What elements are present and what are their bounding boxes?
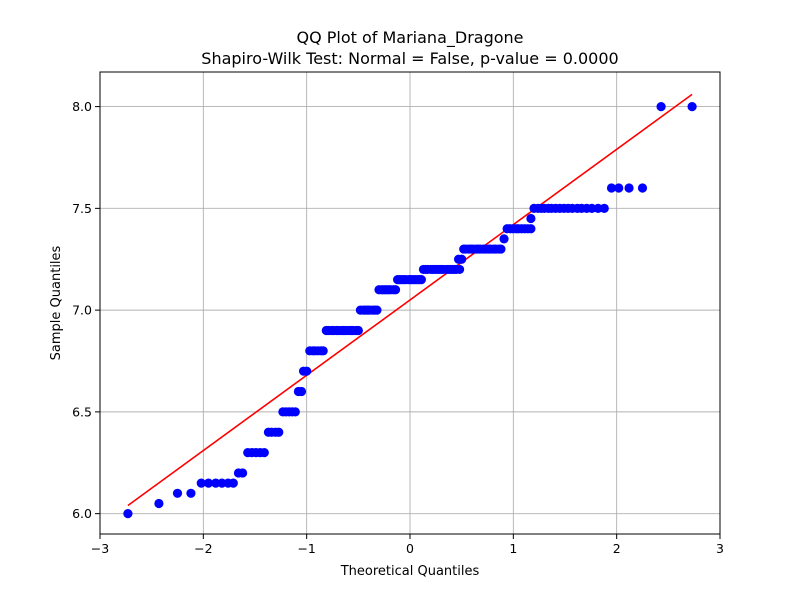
data-point bbox=[228, 478, 238, 488]
chart-title: QQ Plot of Mariana_Dragone bbox=[296, 28, 523, 48]
data-point bbox=[457, 254, 467, 264]
y-axis-ticks: 6.0 6.5 7.0 7.5 8.0 bbox=[72, 99, 100, 521]
y-tick-label: 7.5 bbox=[72, 201, 92, 216]
x-tick-label: −3 bbox=[91, 541, 109, 556]
data-point bbox=[526, 224, 536, 234]
data-point bbox=[599, 203, 609, 213]
data-point bbox=[687, 101, 697, 112]
data-point bbox=[296, 386, 307, 397]
data-point bbox=[274, 427, 284, 437]
y-tick-label: 6.5 bbox=[72, 404, 92, 419]
data-point bbox=[318, 346, 328, 356]
x-tick-label: 3 bbox=[716, 541, 724, 556]
x-axis-label: Theoretical Quantiles bbox=[340, 564, 480, 579]
data-point bbox=[154, 498, 164, 509]
data-point bbox=[606, 183, 617, 193]
data-point bbox=[390, 285, 401, 295]
y-tick-label: 8.0 bbox=[72, 99, 92, 114]
x-tick-label: −1 bbox=[297, 541, 315, 556]
data-point bbox=[186, 488, 196, 498]
data-point bbox=[496, 244, 506, 254]
data-point bbox=[196, 478, 206, 488]
x-tick-label: −2 bbox=[194, 541, 212, 556]
data-point bbox=[290, 407, 300, 417]
x-tick-label: 0 bbox=[406, 541, 414, 556]
reference-line bbox=[127, 93, 693, 507]
x-axis-ticks: −3 −2 −1 0 1 2 3 bbox=[91, 534, 724, 556]
data-point bbox=[259, 447, 269, 458]
data-point bbox=[172, 488, 183, 498]
data-point bbox=[123, 509, 133, 519]
data-points bbox=[123, 101, 697, 519]
data-point bbox=[416, 274, 426, 285]
data-point bbox=[624, 183, 634, 193]
data-point bbox=[302, 366, 312, 376]
data-point bbox=[526, 213, 536, 224]
data-point bbox=[238, 468, 248, 478]
data-point bbox=[614, 183, 624, 193]
chart-subtitle: Shapiro-Wilk Test: Normal = False, p-val… bbox=[201, 49, 618, 68]
y-axis-label: Sample Quantiles bbox=[49, 245, 64, 360]
data-point bbox=[455, 264, 465, 275]
y-tick-label: 7.0 bbox=[72, 303, 92, 318]
data-point bbox=[203, 478, 214, 488]
x-tick-label: 1 bbox=[509, 541, 517, 556]
reference-line-layer bbox=[127, 93, 693, 507]
data-point bbox=[499, 234, 509, 244]
y-tick-label: 6.0 bbox=[72, 506, 92, 521]
data-point bbox=[353, 325, 363, 336]
data-point bbox=[656, 101, 666, 112]
data-point bbox=[637, 183, 648, 193]
data-point bbox=[372, 305, 382, 315]
x-tick-label: 2 bbox=[613, 541, 621, 556]
